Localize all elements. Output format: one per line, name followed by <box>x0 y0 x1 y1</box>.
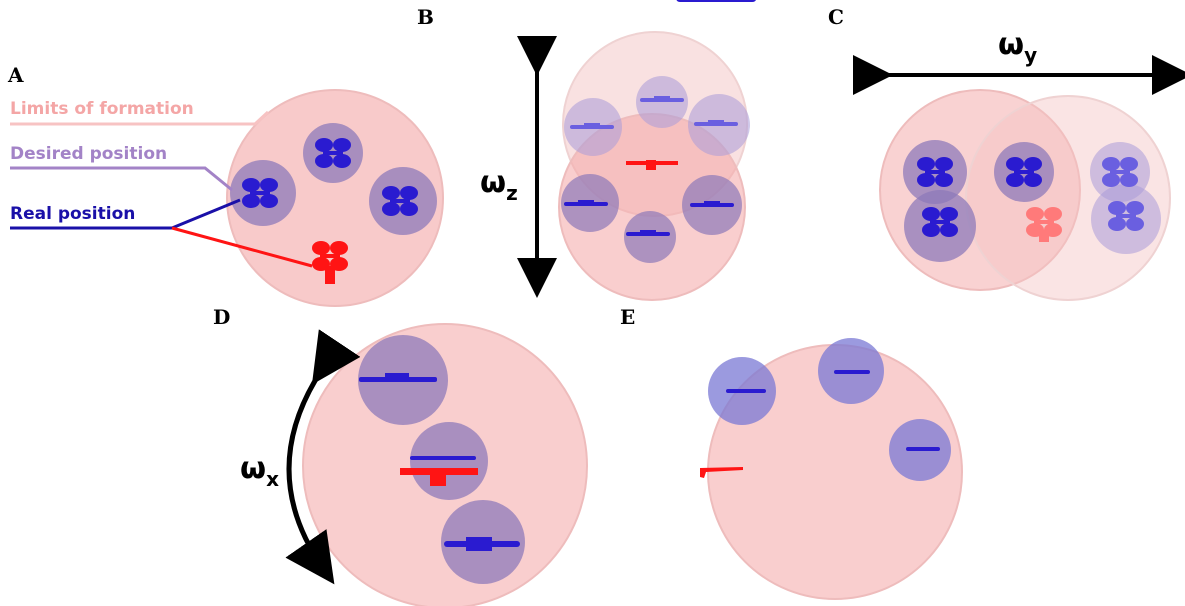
desired-position-sphere-ghost <box>636 76 688 128</box>
formation-sphere <box>226 89 444 307</box>
drone-real-body <box>385 373 409 380</box>
rotation-label-x: ωx <box>240 451 279 491</box>
rotation-label-z: ωz <box>480 165 518 205</box>
legend-limits-label: Limits of formation <box>10 99 194 119</box>
panel-label-b: B <box>417 5 434 29</box>
panel-e <box>700 338 963 600</box>
drone-real-body <box>466 537 492 551</box>
panel-label-c: C <box>828 5 844 29</box>
panel-b: ωz <box>480 31 750 301</box>
drone-real <box>906 447 940 451</box>
panel-label-e: E <box>620 305 635 329</box>
drone-real <box>676 0 756 2</box>
legend-desired-label: Desired position <box>10 144 167 164</box>
drone-real <box>410 456 476 460</box>
desired-position-sphere <box>410 422 488 500</box>
rotation-arrow-x <box>285 329 361 585</box>
desired-position-sphere-ghost <box>1091 184 1161 254</box>
rotation-label-y: ωy <box>998 27 1037 67</box>
panel-c: ωy <box>853 27 1185 301</box>
drone-real <box>726 389 766 393</box>
drone-real <box>834 370 870 374</box>
panel-d: ωx <box>240 0 756 606</box>
leader-drone <box>700 467 743 478</box>
leader-drone <box>312 241 348 284</box>
desired-position-sphere <box>904 190 976 262</box>
legend-line-limits <box>10 110 270 126</box>
desired-position-sphere <box>624 211 676 263</box>
legend-real-label: Real position <box>10 204 135 224</box>
legend-line-real-leader <box>171 226 313 268</box>
leader-drone <box>400 468 478 486</box>
panel-label-d: D <box>213 305 230 329</box>
panel-a: Limits of formation Desired position Rea… <box>10 89 444 307</box>
legend-line-desired <box>10 166 233 192</box>
leader-drone <box>626 160 678 170</box>
leader-drone <box>1026 207 1062 242</box>
panel-label-a: A <box>7 63 24 87</box>
